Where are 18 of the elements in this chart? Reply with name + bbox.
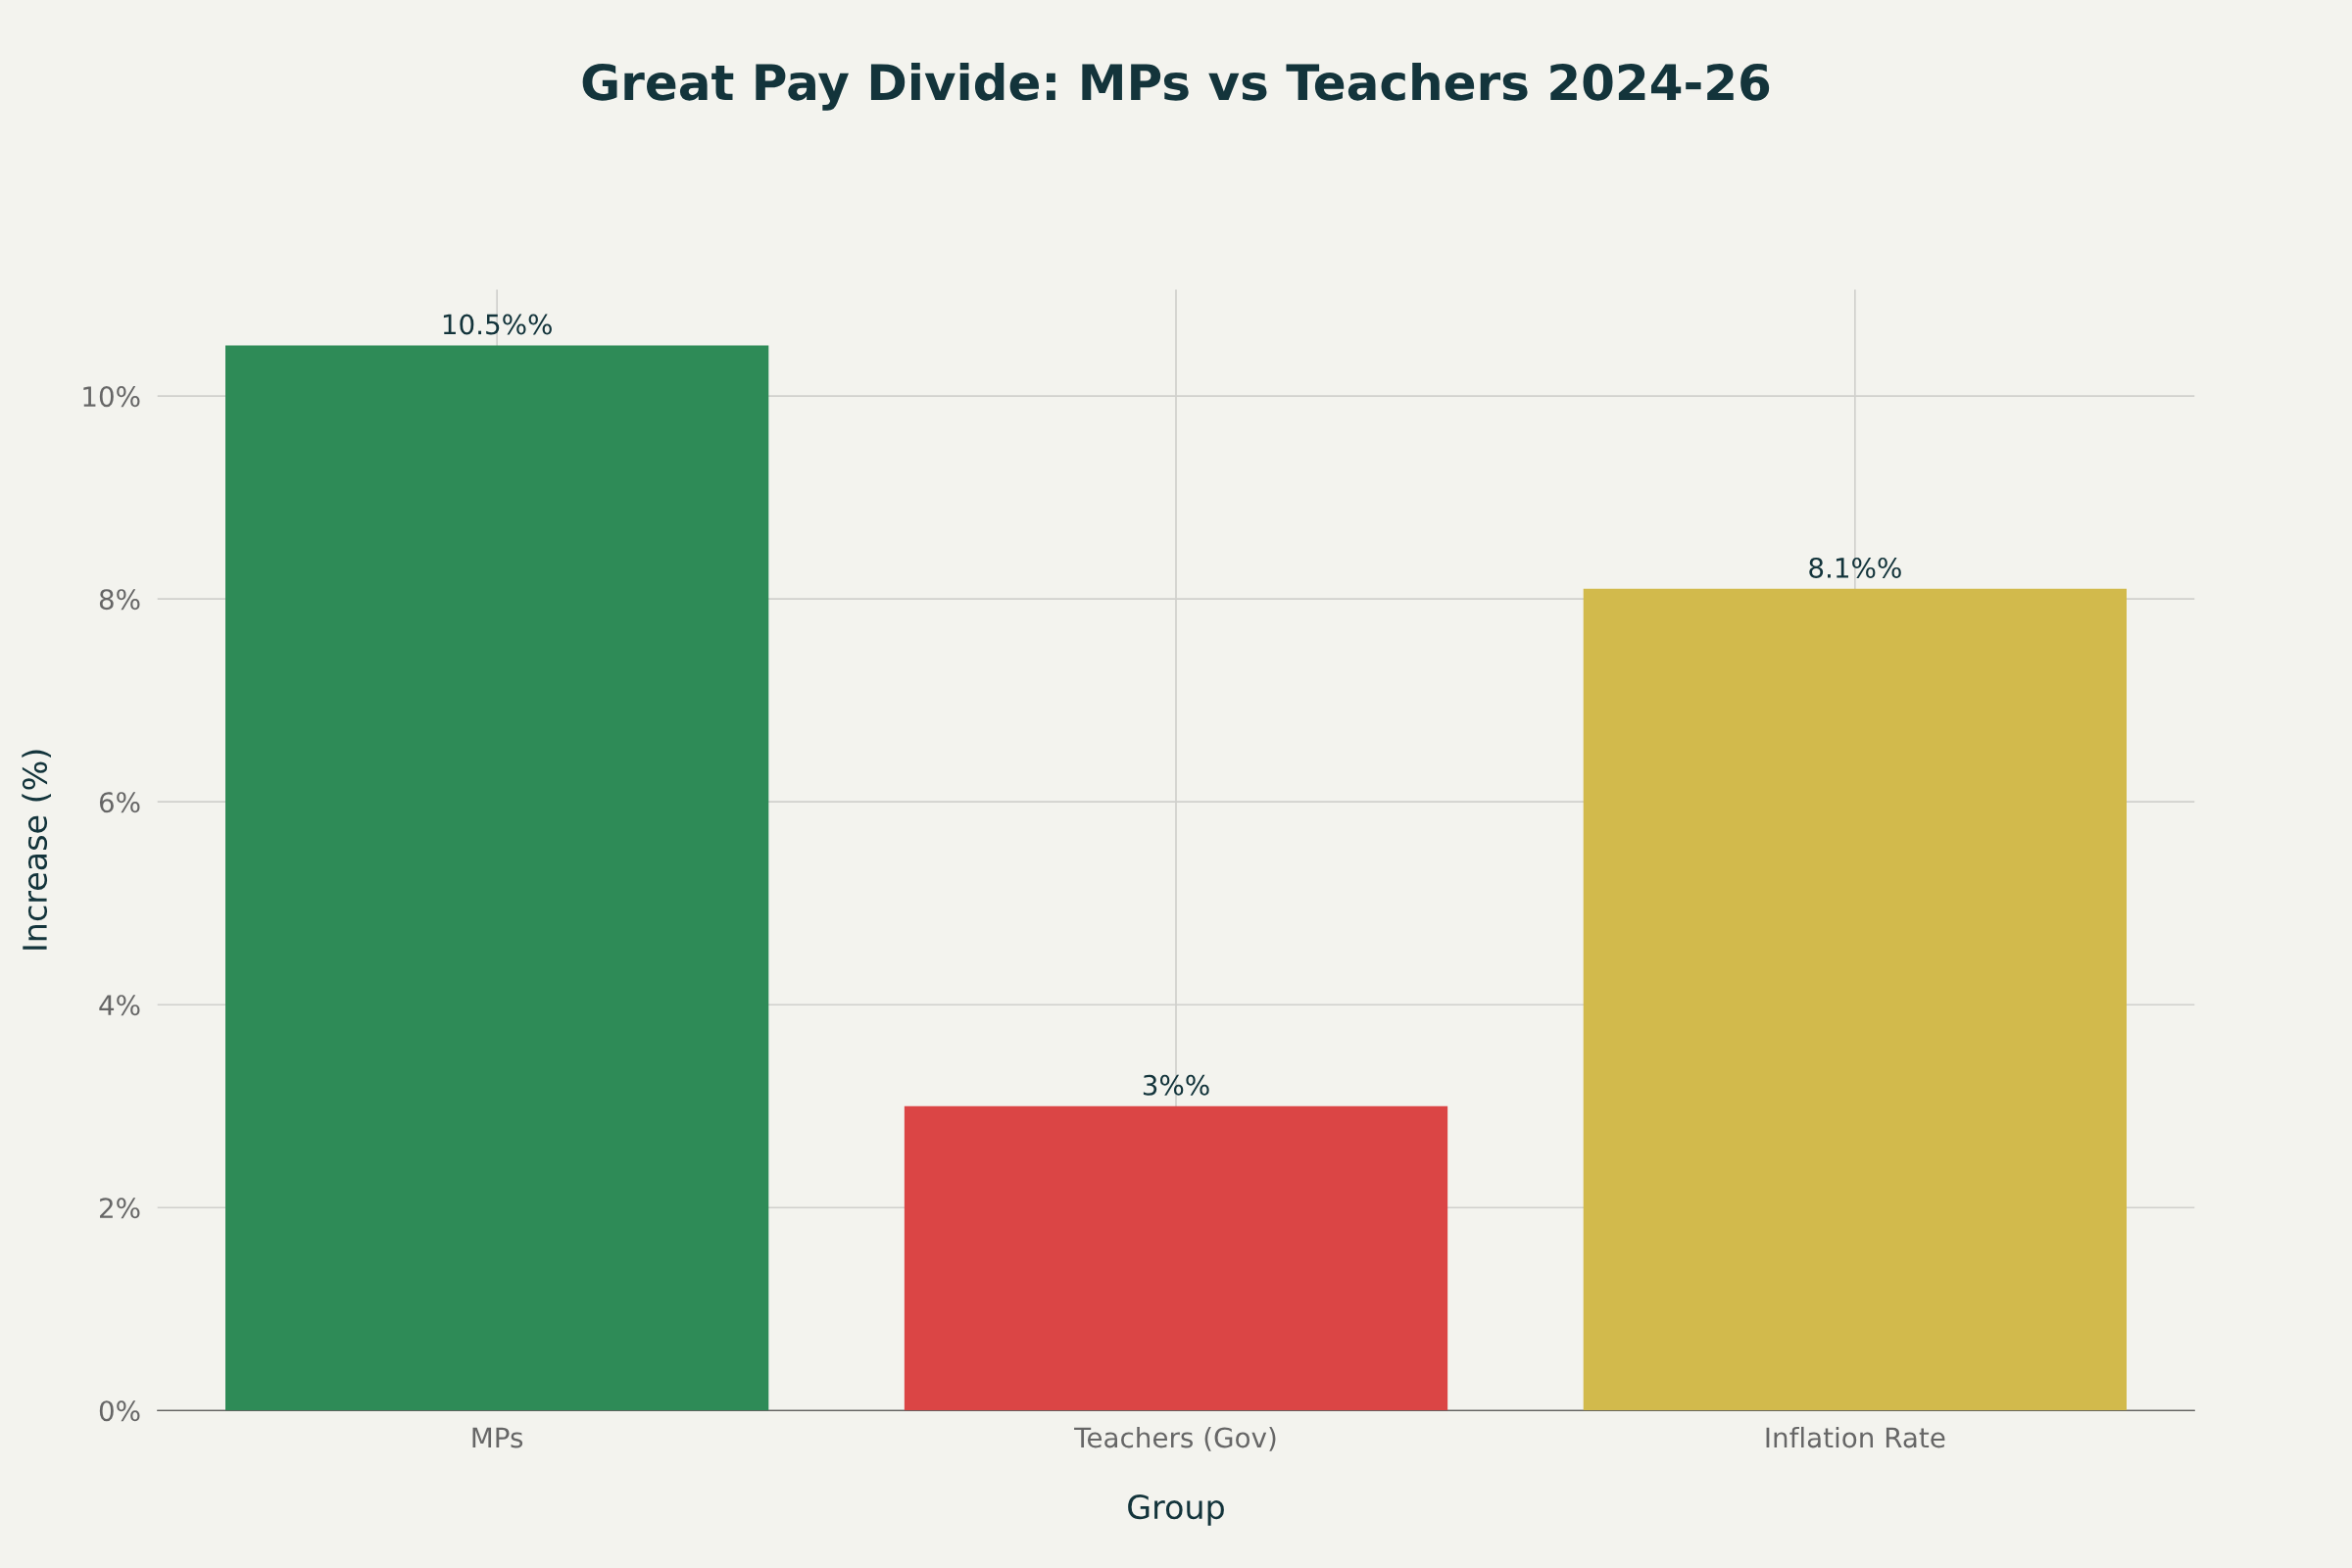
chart-title: Great Pay Divide: MPs vs Teachers 2024-26 [582,63,1770,111]
data-label: 10.5%% [443,314,552,335]
data-label: 3%% [1143,1074,1209,1096]
data-label: 8.1%% [1809,557,1901,578]
y-tick-label: 0% [99,1400,140,1422]
y-tick-label: 4% [99,995,140,1016]
x-tick-label: MPs [472,1427,523,1448]
y-tick-label: 10% [83,386,140,408]
y-tick-label: 8% [99,589,140,611]
y-tick-label: 2% [100,1198,140,1219]
y-tick-label: 6% [99,792,140,813]
bar [904,1105,1448,1411]
bar [1583,588,2127,1411]
x-tick-label: Inflation Rate [1766,1426,1945,1448]
x-axis-title: Group [1128,1494,1224,1526]
y-axis-title: Increase (%) [22,750,51,950]
bar [225,345,769,1411]
x-tick-label: Teachers (Gov) [1074,1426,1276,1451]
